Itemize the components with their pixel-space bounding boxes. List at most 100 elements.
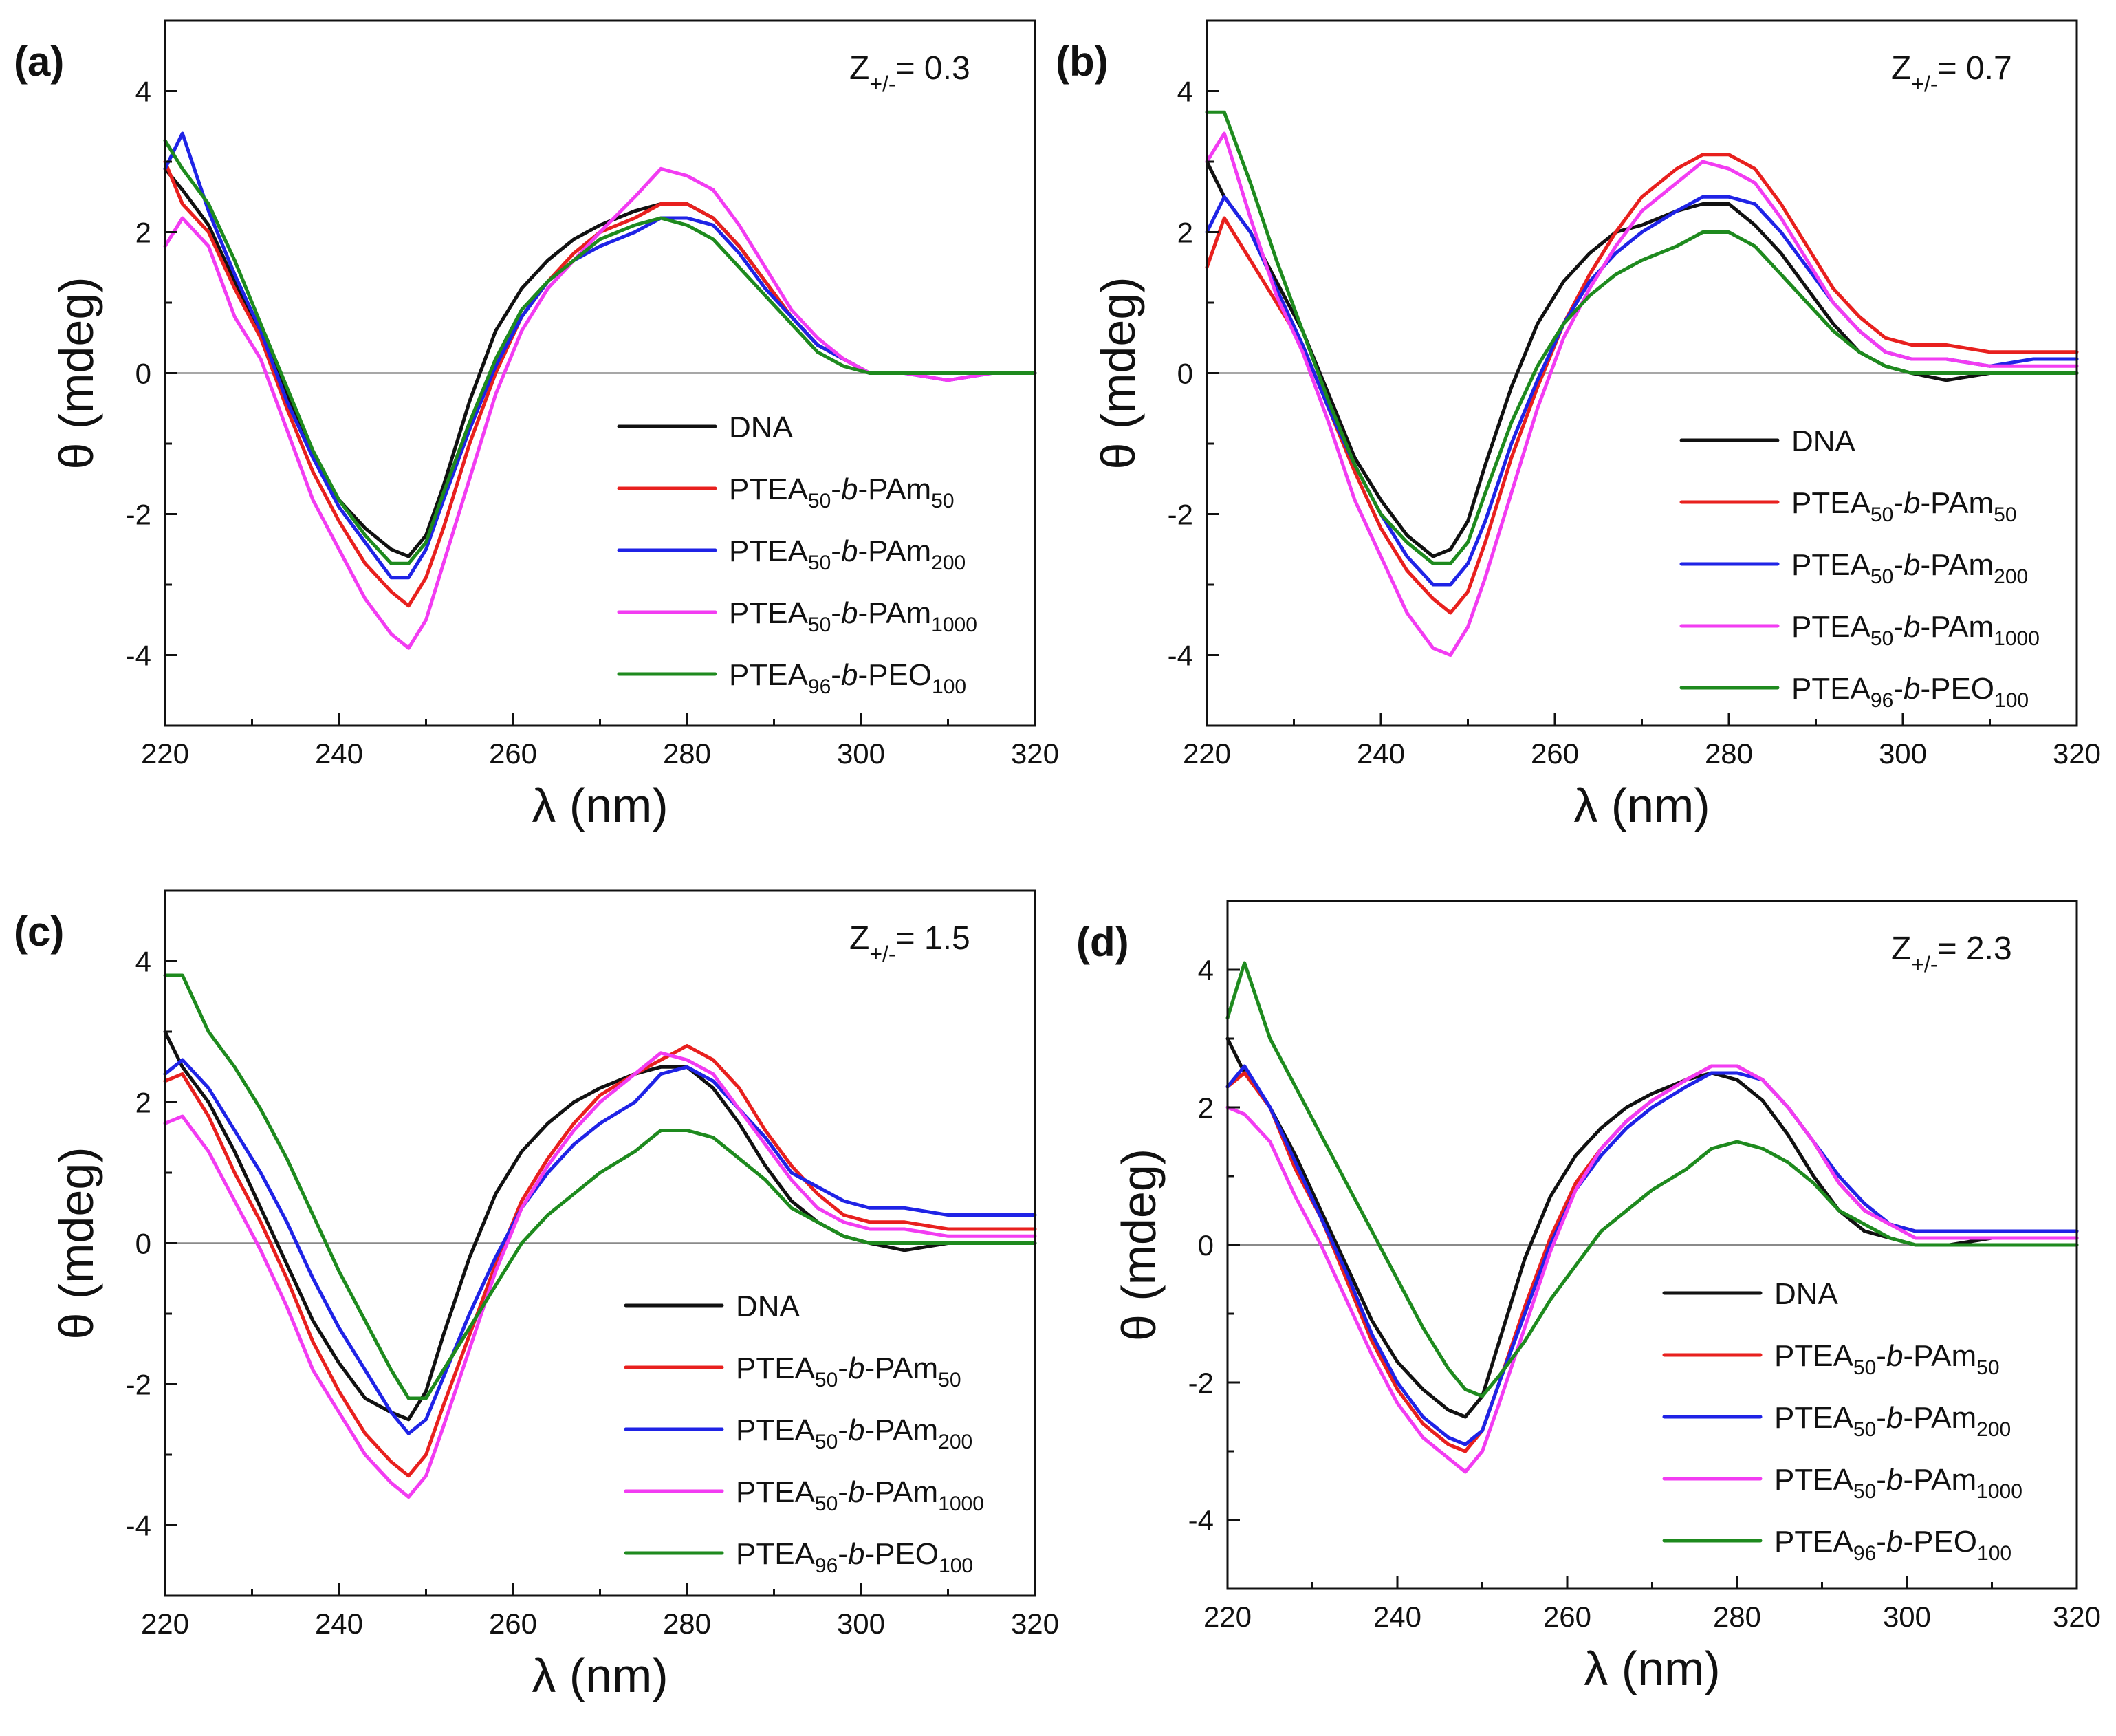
x-tick-label: 260 (489, 1607, 537, 1640)
legend-label-subscript: 50 (1853, 1480, 1876, 1503)
legend-label-main: PTEA (1774, 1401, 1854, 1435)
y-tick-label: -4 (1188, 1504, 1214, 1537)
y-axis-title: θ (mdeg) (50, 1147, 103, 1339)
legend-label: PTEA50-b-PAm50 (1791, 486, 2017, 526)
z-ratio-symbol: Z (1891, 50, 1911, 87)
z-ratio-value: = 0.3 (896, 50, 970, 87)
z-ratio-label: Z+/-= 0.7 (1891, 50, 2012, 96)
legend-label-subscript: 50 (1870, 565, 1893, 588)
x-tick-label: 320 (2053, 1601, 2101, 1633)
chart-panel-d: 220 240 260 280 300 320 -4 -2 0 2 4 λ (nm) θ (mdeg) (… (1076, 900, 2101, 1695)
legend: DNA PTEA50-b-PAm50 PTEA50-b-PAm200 PTEA50-b… (617, 411, 977, 698)
legend-label: PTEA50-b-PAm1000 (736, 1475, 984, 1515)
legend-label-subscript: 1000 (938, 1493, 984, 1515)
y-tick-label: -2 (1188, 1367, 1214, 1399)
z-ratio-label: Z+/-= 1.5 (849, 920, 970, 966)
y-tick-label: -2 (126, 499, 151, 531)
legend-label-part: - (1876, 1401, 1886, 1435)
legend-label: PTEA96-b-PEO100 (1791, 672, 2029, 712)
y-tick-label: -4 (126, 1510, 151, 1542)
legend-label-main: PTEA (736, 1537, 816, 1571)
x-tick-label: 300 (1879, 737, 1927, 770)
legend-label-part: - (1893, 486, 1904, 520)
y-axis-title: θ (mdeg) (1091, 276, 1145, 469)
legend-label-part: - (838, 1537, 848, 1571)
legend-label-main: PTEA (736, 1352, 816, 1385)
legend-label-part: b (1904, 548, 1920, 582)
series-line-dna (1225, 1037, 2079, 1419)
x-tick-label: 320 (2053, 737, 2101, 770)
legend-label: PTEA96-b-PEO100 (736, 1537, 973, 1577)
z-ratio-value: = 0.7 (1938, 50, 2012, 87)
legend-label-subscript: 96 (808, 675, 831, 698)
x-tick-label: 220 (141, 737, 189, 770)
legend-label: DNA (729, 411, 794, 444)
legend-label-subscript: 50 (808, 552, 831, 574)
y-tick-label: 2 (135, 1087, 151, 1119)
legend-label-part: - (1876, 1339, 1886, 1373)
legend-label: DNA (1774, 1277, 1839, 1311)
series-line-peo100 (163, 973, 1037, 1400)
series-line-peo100 (1225, 961, 2079, 1398)
legend-label-main: PTEA (1774, 1525, 1854, 1559)
legend-label-part: b (1904, 610, 1920, 644)
legend-label: PTEA50-b-PAm1000 (1791, 610, 2040, 650)
x-tick-label: 220 (1183, 737, 1231, 770)
legend-label: PTEA50-b-PAm50 (729, 473, 955, 512)
legend-label: PTEA50-b-PAm50 (736, 1352, 961, 1391)
legend-label-main: PTEA (1791, 486, 1871, 520)
legend-label: PTEA50-b-PAm200 (729, 534, 966, 574)
legend-label: PTEA96-b-PEO100 (1774, 1525, 2011, 1565)
legend-label-part: -PAm (1920, 610, 1994, 644)
legend-label: PTEA50-b-PAm1000 (729, 596, 977, 636)
legend-label-subscript: 1000 (931, 614, 977, 636)
x-tick-label: 280 (663, 737, 711, 770)
x-axis-title: λ (nm) (1584, 1642, 1720, 1695)
series-line-pam1000 (1205, 131, 2079, 657)
legend-label-main: PTEA (1791, 672, 1871, 706)
legend-label-part: b (848, 1475, 864, 1509)
legend-label: PTEA50-b-PAm50 (1774, 1339, 2000, 1379)
legend-label-part: b (1904, 672, 1920, 706)
legend-label-subscript: 1000 (1976, 1480, 2022, 1503)
series-line-pam1000 (163, 1051, 1037, 1499)
legend-label-subscript: 100 (1977, 1542, 2011, 1565)
legend-label-part: -PAm (864, 1352, 938, 1385)
legend-label-part: -PEO (864, 1537, 939, 1571)
x-tick-label: 240 (1357, 737, 1405, 770)
y-tick-label: 4 (135, 76, 151, 108)
legend-label-part: -PEO (1920, 672, 1994, 706)
series-line-pam200 (163, 1058, 1037, 1435)
legend-label-part: - (1893, 548, 1904, 582)
legend-label: DNA (1791, 424, 1856, 458)
y-tick-label: 4 (135, 946, 151, 978)
x-tick-label: 220 (141, 1607, 189, 1640)
legend-label-part: - (1893, 672, 1904, 706)
y-tick-label: -2 (1168, 499, 1193, 531)
legend-label-subscript: 50 (1853, 1356, 1876, 1379)
y-tick-label: 0 (1198, 1229, 1214, 1261)
legend-label-part: b (1886, 1401, 1903, 1435)
legend-label-main: DNA (1774, 1277, 1839, 1311)
legend-label-subscript: 200 (931, 552, 966, 574)
x-tick-label: 260 (1543, 1601, 1591, 1633)
legend: DNAPTEA50-b-PAm50PTEA50-b-PAm200PTEA50-b… (1662, 1277, 2022, 1565)
x-axis-title: λ (nm) (1573, 779, 1710, 832)
legend-label-subscript: 100 (1994, 689, 2029, 712)
legend-label-subscript: 96 (1870, 689, 1893, 712)
y-axis-title: θ (mdeg) (50, 276, 103, 469)
legend-label-part: -PAm (1903, 1401, 1976, 1435)
z-ratio-subscript: +/- (1911, 72, 1937, 96)
legend-label-subscript: 96 (815, 1554, 838, 1577)
legend-label: PTEA50-b-PAm200 (1774, 1401, 2011, 1441)
legend-label-subscript: 1000 (1994, 627, 2040, 650)
legend-label-subscript: 50 (815, 1369, 838, 1391)
z-ratio-subscript: +/- (869, 72, 895, 96)
legend-label-subscript: 50 (938, 1369, 961, 1391)
y-axis-title: θ (mdeg) (1112, 1149, 1166, 1341)
series-line-pam1000 (1225, 1064, 2079, 1474)
legend-label-part: - (831, 596, 841, 630)
legend-label-part: b (1886, 1339, 1903, 1373)
series-line-pam200 (163, 131, 1037, 580)
legend-label-part: -PEO (1903, 1525, 1977, 1559)
